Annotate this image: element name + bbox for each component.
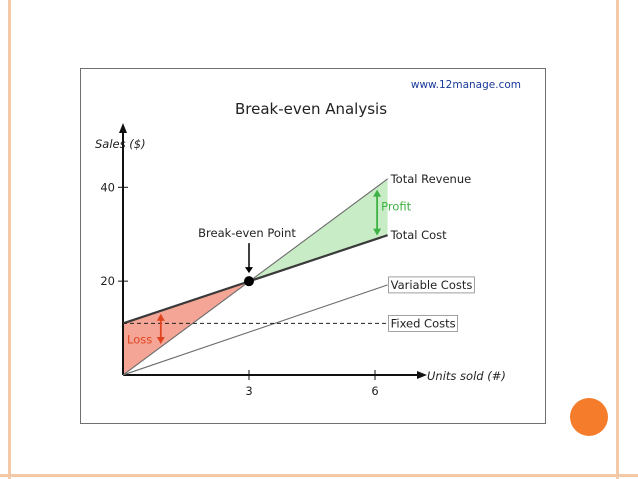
slide-frame-bottom — [0, 474, 638, 477]
break-even-chart: www.12manage.com Break-even Analysis Sal… — [95, 79, 521, 398]
series-label-total-cost: Total Cost — [390, 228, 448, 242]
x-tick-label: 3 — [245, 384, 252, 398]
series-line-total-cost — [122, 234, 388, 325]
y-tick-label: 40 — [100, 180, 115, 194]
series-label-box — [388, 314, 459, 332]
x-axis-arrow — [417, 371, 427, 379]
series-label-variable-costs: Variable Costs — [391, 278, 473, 292]
series-line-variable-costs — [122, 284, 388, 376]
x-axis-label: Units sold (#) — [427, 369, 506, 383]
chart-panel: www.12manage.com Break-even Analysis Sal… — [80, 68, 546, 424]
profit-arrow-head-down — [373, 228, 382, 236]
break-even-label: Break-even Point — [198, 226, 296, 240]
slide-accent-dot — [570, 398, 608, 436]
x-tick-label: 6 — [371, 384, 378, 398]
chart-title: Break-even Analysis — [235, 100, 387, 118]
y-axis-arrow — [119, 123, 127, 133]
y-tick-label: 20 — [100, 274, 115, 288]
series-label-box — [388, 276, 475, 294]
break-even-point — [244, 276, 254, 287]
slide-frame-right — [616, 0, 619, 479]
loss-arrow-head-up — [156, 313, 165, 321]
plot-area: 20 40 3 6 Total Revenue Total Cost Variable Co… — [100, 123, 475, 398]
y-axis-label: Sales ($) — [95, 137, 146, 151]
slide-frame-left — [8, 0, 11, 479]
break-even-arrow-head — [245, 267, 253, 274]
profit-label: Profit — [381, 200, 411, 214]
loss-label: Loss — [127, 332, 152, 346]
source-note: www.12manage.com — [411, 79, 521, 91]
series-label-total-revenue: Total Revenue — [390, 172, 472, 186]
series-line-total-revenue — [122, 178, 388, 376]
loss-arrow-head-down — [156, 336, 165, 344]
series-label-fixed-costs: Fixed Costs — [391, 316, 456, 330]
profit-arrow-head-up — [373, 189, 382, 197]
